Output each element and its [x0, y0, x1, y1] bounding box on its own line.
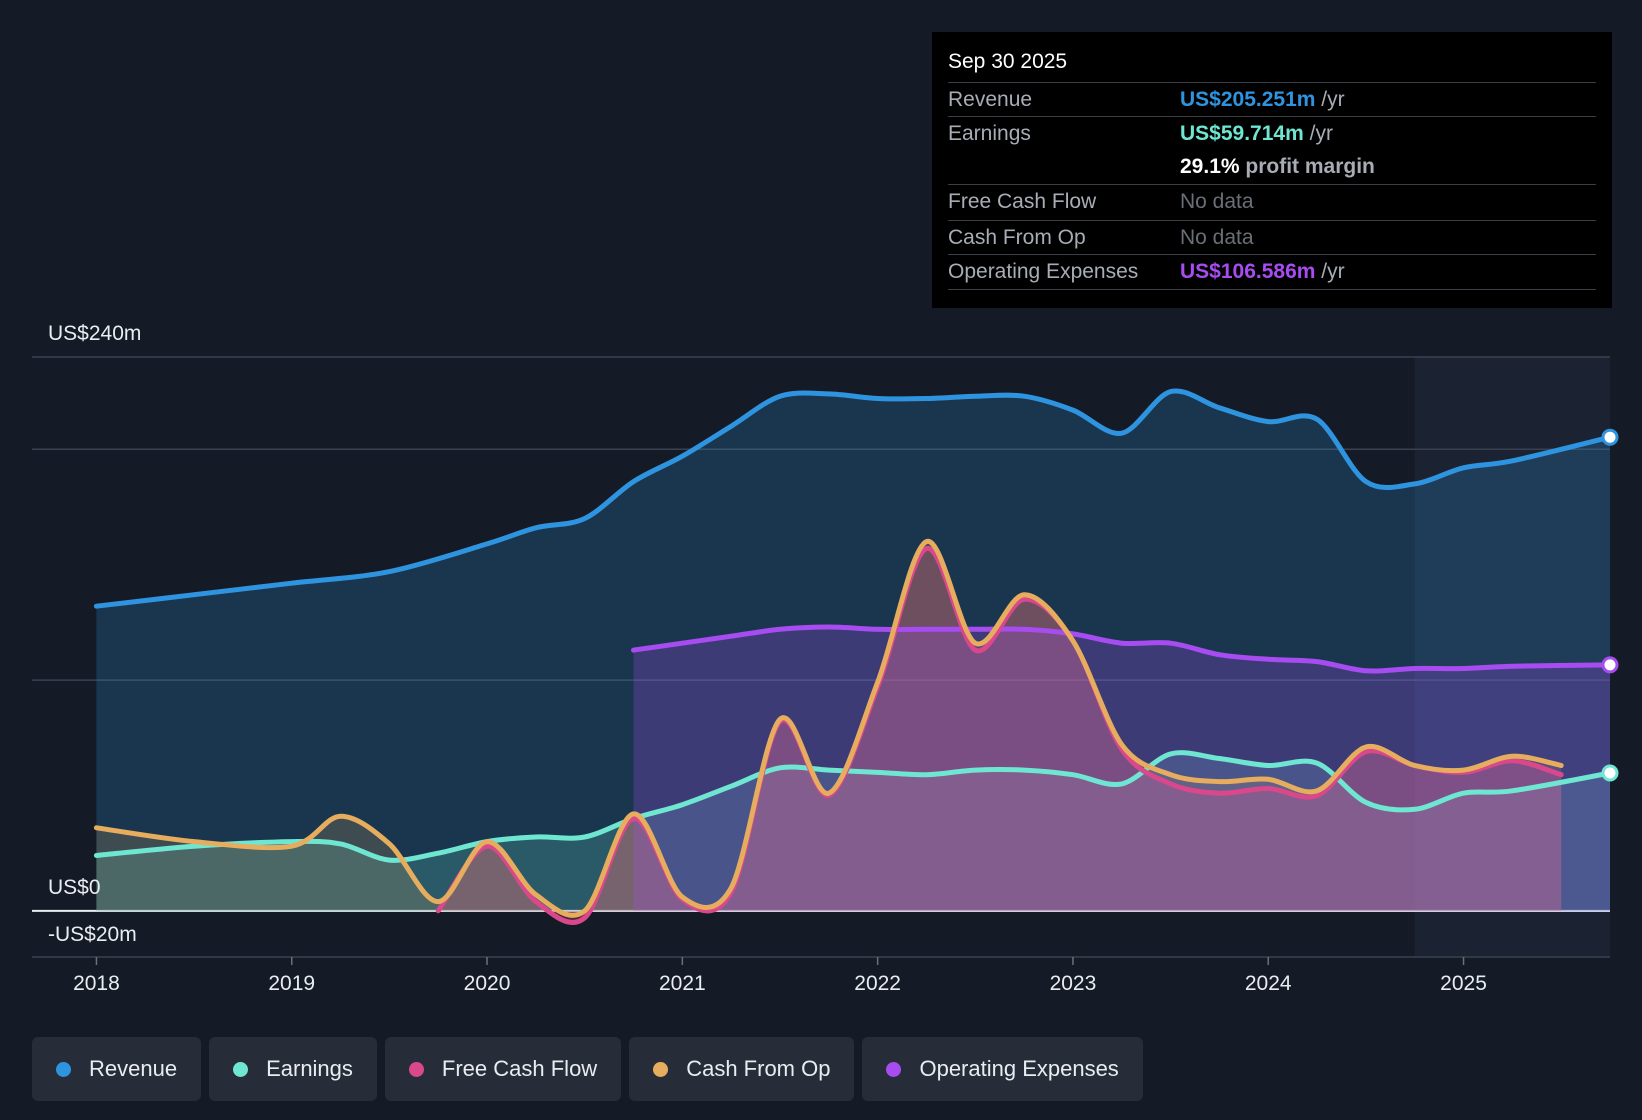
- tooltip-earnings-label: Earnings: [948, 122, 1031, 145]
- y-tick-bottom: -US$20m: [48, 923, 137, 946]
- tooltip-revenue-unit: /yr: [1321, 88, 1345, 111]
- tooltip-earnings-unit: /yr: [1309, 122, 1333, 145]
- cash-from-op-area: [96, 541, 1562, 916]
- forecast-region: [1414, 357, 1610, 957]
- tooltip-date: Sep 30 2025: [948, 50, 1068, 73]
- tooltip-opex-label: Operating Expenses: [948, 260, 1139, 283]
- cash-from-op-dot-icon: [653, 1061, 669, 1077]
- tooltip-revenue-value: US$205.251m: [1180, 88, 1316, 111]
- x-tick-label: 2022: [854, 972, 901, 995]
- free-cash-flow-line: [435, 546, 1564, 925]
- tooltip-earnings-value: US$59.714m: [1180, 122, 1304, 145]
- legend-label-free-cash-flow: Free Cash Flow: [441, 1056, 598, 1081]
- tooltip-fcf-label: Free Cash Flow: [948, 190, 1097, 213]
- gridlines: [32, 356, 1610, 958]
- earnings-end-dot[interactable]: [1601, 764, 1619, 782]
- x-tick-label: 2020: [464, 972, 511, 995]
- tooltip-row-fcf: Free Cash Flow No data: [948, 184, 1596, 219]
- revenue-line: [93, 388, 1613, 609]
- earnings-line: [93, 750, 1613, 863]
- earnings-dot-icon: [233, 1061, 249, 1077]
- series-end-dots: [1601, 428, 1619, 782]
- legend: Revenue Earnings Free Cash Flow Cash Fro…: [32, 1037, 1143, 1101]
- tooltip-cfo-label: Cash From Op: [948, 226, 1086, 249]
- tooltip-row-earnings: Earnings US$59.714m /yr: [948, 116, 1596, 151]
- revenue-dot-icon: [56, 1061, 71, 1077]
- legend-item-free-cash-flow[interactable]: Free Cash Flow: [384, 1037, 622, 1101]
- operating-expenses-end-dot[interactable]: [1601, 656, 1619, 674]
- tooltip-panel: Sep 30 2025 Revenue US$205.251m /yr Earn…: [932, 32, 1612, 308]
- series-lines: [93, 388, 1613, 925]
- operating-expenses-line: [631, 624, 1613, 674]
- tooltip-row-cfo: Cash From Op No data: [948, 220, 1596, 255]
- legend-label-earnings: Earnings: [266, 1056, 353, 1081]
- tooltip-cfo-value: No data: [1180, 226, 1254, 249]
- x-tick-label: 2018: [73, 972, 120, 995]
- legend-item-revenue[interactable]: Revenue: [32, 1037, 202, 1101]
- cash-from-op-line: [93, 539, 1564, 918]
- tooltip-fcf-value: No data: [1180, 190, 1254, 213]
- legend-item-earnings[interactable]: Earnings: [209, 1037, 377, 1101]
- x-axis: 2018 2019 2020 2021 2022 2023 2024 2025: [73, 957, 1487, 995]
- free-cash-flow-area: [438, 548, 1562, 923]
- y-tick-top: US$240m: [48, 322, 141, 345]
- tooltip-margin-value: 29.1%: [1180, 155, 1240, 178]
- legend-label-cash-from-op: Cash From Op: [686, 1056, 831, 1081]
- operating-expenses-dot-icon: [886, 1061, 902, 1077]
- legend-label-revenue: Revenue: [89, 1056, 178, 1081]
- legend-item-operating-expenses[interactable]: Operating Expenses: [862, 1037, 1143, 1101]
- legend-item-cash-from-op[interactable]: Cash From Op: [629, 1037, 855, 1101]
- x-tick-label: 2019: [268, 972, 315, 995]
- tooltip-row-revenue: Revenue US$205.251m /yr: [948, 82, 1596, 117]
- tooltip-row-opex: Operating Expenses US$106.586m /yr: [948, 254, 1596, 290]
- operating-expenses-area: [633, 627, 1610, 911]
- y-tick-zero: US$0: [48, 876, 101, 899]
- x-tick-label: 2021: [659, 972, 706, 995]
- free-cash-flow-dot-icon: [408, 1061, 424, 1077]
- tooltip-margin-label: profit margin: [1245, 155, 1375, 178]
- tooltip-revenue-label: Revenue: [948, 88, 1033, 111]
- tooltip-opex-value: US$106.586m: [1180, 260, 1316, 283]
- x-tick-label: 2024: [1245, 972, 1292, 995]
- x-tick-label: 2025: [1440, 972, 1487, 995]
- x-tick-label: 2023: [1050, 972, 1097, 995]
- tooltip-opex-unit: /yr: [1321, 260, 1345, 283]
- legend-label-operating-expenses: Operating Expenses: [919, 1056, 1119, 1081]
- tooltip-row-margin: 29.1% profit margin: [948, 150, 1596, 184]
- revenue-end-dot[interactable]: [1601, 428, 1619, 446]
